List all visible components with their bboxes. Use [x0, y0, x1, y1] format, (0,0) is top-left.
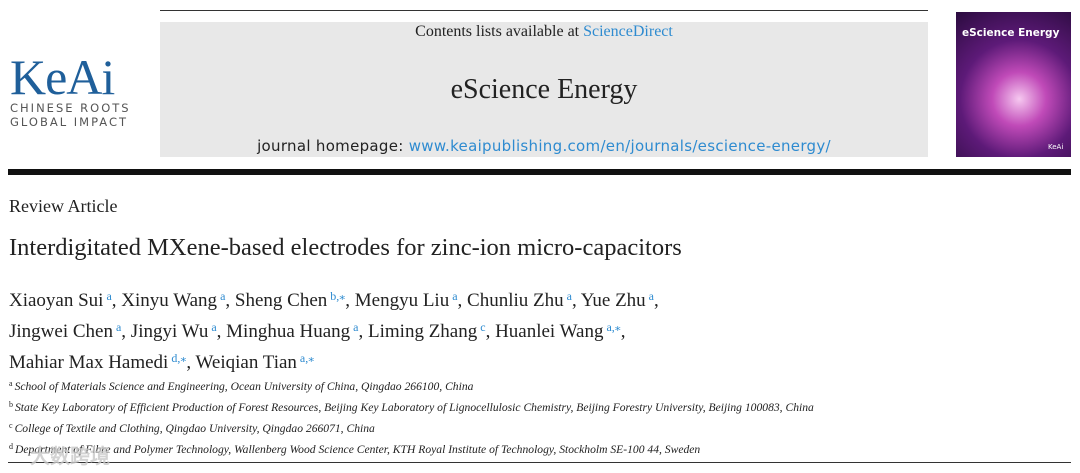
author-affiliation-mark[interactable]: c	[480, 320, 486, 334]
authors: Xiaoyan Sui a, Xinyu Wang a, Sheng Chen b,⁎…	[9, 283, 659, 376]
author-affiliation-mark[interactable]: a,⁎	[606, 320, 621, 334]
homepage-label: journal homepage:	[257, 137, 404, 155]
author-affiliation-mark[interactable]: a	[211, 320, 217, 334]
affiliation-text: Department of Fibre and Polymer Technolo…	[15, 443, 701, 456]
separator: ,	[225, 290, 231, 311]
author-name[interactable]: Chunliu Zhu	[467, 290, 564, 311]
separator: ,	[186, 352, 192, 373]
author-affiliation-mark[interactable]: a	[452, 289, 458, 303]
affiliation-label: b	[9, 400, 13, 409]
cover-title: eScience Energy	[962, 27, 1060, 39]
affiliation-label: d	[9, 442, 13, 451]
author-name[interactable]: Mahiar Max Hamedi	[9, 352, 169, 373]
separator: ,	[457, 290, 463, 311]
separator: ,	[121, 321, 127, 342]
logo: KeAi	[10, 49, 115, 105]
author-affiliation-mark[interactable]: a	[353, 320, 359, 334]
separator: ,	[571, 290, 577, 311]
author-name[interactable]: Jingwei Chen	[9, 321, 113, 342]
author-affiliation-mark[interactable]: b,⁎	[330, 289, 346, 303]
contents-label: Contents lists available at	[415, 23, 580, 40]
logo-tagline: GLOBAL IMPACT	[10, 115, 129, 129]
author-name[interactable]: Yue Zhu	[580, 290, 646, 311]
separator: ,	[345, 290, 350, 311]
affiliation-text: State Key Laboratory of Efficient Produc…	[15, 401, 814, 414]
separator: ,	[485, 321, 491, 342]
author-affiliation-mark[interactable]: a,⁎	[299, 351, 315, 365]
contents-line: Contents lists available at ScienceDirec…	[160, 23, 928, 41]
author-line: Jingwei Chen a, Jingyi Wu a, Minghua Huang…	[9, 314, 659, 345]
affiliation: b State Key Laboratory of Efficient Produ…	[9, 396, 814, 417]
cover-publisher: KeAi	[1048, 143, 1064, 151]
author-line: Mahiar Max Hamedi d,⁎, Weiqian Tian a,⁎	[9, 345, 659, 376]
article-type: Review Article	[9, 196, 118, 216]
separator: ,	[216, 321, 222, 342]
affiliations: a School of Materials Science and Enginee…	[9, 375, 814, 459]
separator: ,	[654, 290, 659, 311]
affiliation-text: College of Textile and Clothing, Qingdao…	[14, 422, 375, 435]
journal-cover[interactable]	[956, 12, 1071, 157]
author-name[interactable]: Weiqian Tian	[195, 352, 297, 373]
author-name[interactable]: Huanlei Wang	[495, 321, 604, 342]
rule	[8, 462, 1071, 463]
rule	[160, 10, 928, 11]
journal-banner	[160, 22, 928, 157]
watermark: 大数跨境	[30, 444, 110, 468]
rule	[8, 169, 1071, 175]
author-line: Xiaoyan Sui a, Xinyu Wang a, Sheng Chen b,⁎…	[9, 283, 659, 314]
affiliation-label: c	[9, 421, 13, 430]
homepage-line: journal homepage: www.keaipublishing.com…	[160, 137, 928, 155]
separator: ,	[358, 321, 364, 342]
affiliation: c College of Textile and Clothing, Qingda…	[9, 417, 814, 438]
separator: ,	[111, 290, 117, 311]
author-affiliation-mark[interactable]: a	[220, 289, 226, 303]
journal-name: eScience Energy	[450, 74, 638, 105]
author-affiliation-mark[interactable]: a	[566, 289, 572, 303]
author-name[interactable]: Xinyu Wang	[121, 290, 218, 311]
author-affiliation-mark[interactable]: d,⁎	[171, 351, 187, 365]
homepage-url[interactable]: www.keaipublishing.com/en/journals/escie…	[408, 137, 831, 155]
author-affiliation-mark[interactable]: a	[115, 320, 122, 334]
affiliation: a School of Materials Science and Enginee…	[9, 375, 814, 396]
affiliation: d Department of Fibre and Polymer Technol…	[9, 438, 814, 459]
separator: ,	[620, 321, 626, 342]
affiliation-label: a	[9, 379, 13, 388]
author-name[interactable]: Sheng Chen	[234, 290, 328, 311]
author-name[interactable]: Mengyu Liu	[354, 290, 450, 311]
author-affiliation-mark[interactable]: a	[648, 289, 654, 303]
author-name[interactable]: Jingyi Wu	[130, 321, 209, 342]
author-name[interactable]: Minghua Huang	[226, 321, 351, 342]
logo-tagline: CHINESE ROOTS	[10, 101, 131, 115]
contents-link[interactable]: ScienceDirect	[583, 23, 673, 40]
author-name[interactable]: Liming Zhang	[368, 321, 478, 342]
affiliation-text: School of Materials Science and Engineer…	[14, 380, 474, 393]
author-affiliation-mark[interactable]: a	[106, 289, 112, 303]
author-name[interactable]: Xiaoyan Sui	[9, 290, 104, 311]
article-title: Interdigitated MXene-based electrodes fo…	[9, 234, 682, 261]
